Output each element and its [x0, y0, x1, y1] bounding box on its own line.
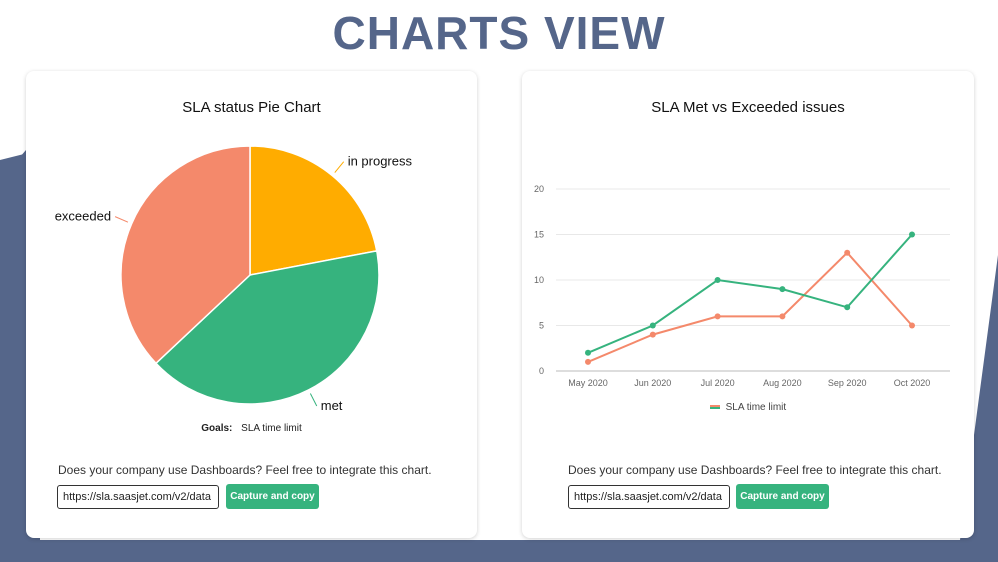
x-tick-label: Jun 2020	[634, 378, 671, 388]
goals-label: Goals:	[201, 423, 233, 434]
y-tick-label: 10	[534, 275, 544, 285]
embed-url-input[interactable]	[568, 485, 730, 509]
legend-label: SLA time limit	[725, 402, 787, 413]
pie-label-leader-exceeded	[114, 216, 129, 223]
series-point-0[interactable]	[844, 249, 851, 256]
embed-url-input[interactable]	[57, 485, 219, 509]
y-tick-label: 0	[539, 366, 544, 376]
pie-chart-card: SLA status Pie Chart in progress met excee…	[26, 71, 477, 538]
pie-chart: in progress met exceeded	[55, 145, 413, 413]
series-point-1[interactable]	[909, 231, 915, 238]
line-chart: 0 5 10 15 20 May 2020 Jun 2020 Jul 2020 Aug 2020…	[534, 184, 950, 388]
legend-swatch	[709, 405, 720, 410]
integrate-text: Does your company use Dashboards? Feel f…	[568, 463, 942, 477]
series-line-1	[587, 233, 913, 354]
x-tick-label: Jul 2020	[701, 378, 735, 388]
x-tick-label: Oct 2020	[894, 378, 931, 388]
y-tick-label: 20	[534, 184, 544, 194]
series-point-1[interactable]	[714, 277, 721, 283]
pie-chart-title: SLA status Pie Chart	[182, 99, 321, 116]
pie-label-in-progress: in progress	[348, 154, 413, 169]
pie-slice-met[interactable]	[154, 249, 380, 405]
pie-legend: Goals: SLA time limit	[26, 423, 477, 434]
pie-label-leader-in-progress	[334, 161, 345, 173]
page-title: CHARTS VIEW	[332, 7, 666, 59]
line-chart-title: SLA Met vs Exceeded issues	[651, 99, 845, 116]
line-chart-card: SLA Met vs Exceeded issues 0 5 10 15 20 May 2…	[522, 71, 974, 538]
y-tick-label: 5	[539, 321, 544, 331]
pie-label-met: met	[321, 398, 343, 413]
capture-and-copy-button[interactable]: Capture and copy	[736, 484, 829, 509]
series-point-0[interactable]	[585, 358, 591, 365]
series-line-0	[587, 251, 913, 363]
series-point-1[interactable]	[779, 286, 786, 293]
x-tick-label: Aug 2020	[763, 378, 802, 388]
pie-slice-exceeded[interactable]	[120, 145, 251, 365]
series-point-1[interactable]	[585, 349, 591, 356]
capture-and-copy-button[interactable]: Capture and copy	[226, 484, 319, 509]
series-point-1[interactable]	[844, 304, 851, 311]
series-point-0[interactable]	[714, 313, 721, 320]
goals-value: SLA time limit	[241, 423, 302, 434]
x-tick-label: May 2020	[568, 378, 608, 388]
pie-label-exceeded: exceeded	[55, 209, 111, 224]
series-point-0[interactable]	[909, 322, 915, 329]
pie-label-leader-met	[309, 393, 318, 407]
line-legend[interactable]: SLA time limit	[522, 402, 974, 413]
x-tick-label: Sep 2020	[828, 378, 867, 388]
pie-slice-in-progress[interactable]	[249, 145, 378, 276]
y-tick-label: 15	[534, 230, 544, 240]
series-point-0[interactable]	[649, 331, 656, 338]
integrate-text: Does your company use Dashboards? Feel f…	[58, 463, 432, 477]
series-point-0[interactable]	[779, 313, 786, 320]
series-point-1[interactable]	[649, 322, 656, 329]
